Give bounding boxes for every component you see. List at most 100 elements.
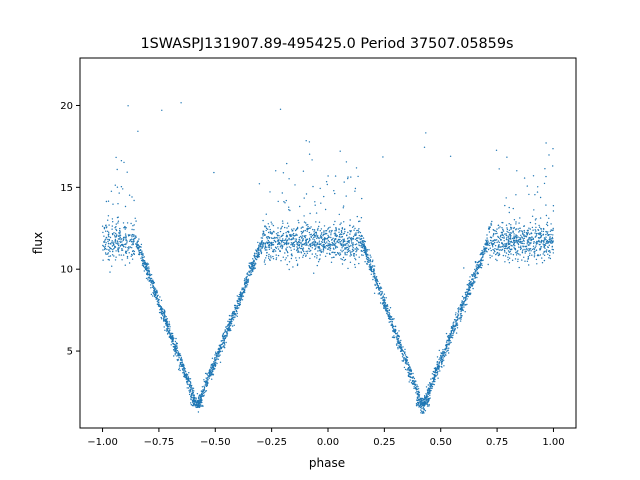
data-point (387, 305, 389, 307)
data-point (333, 223, 335, 226)
data-point (470, 282, 472, 284)
data-point (480, 258, 482, 261)
data-point (288, 209, 290, 211)
data-point (334, 175, 337, 177)
data-point (226, 335, 228, 337)
data-point (543, 243, 545, 246)
data-point (545, 142, 547, 144)
data-point (320, 251, 322, 254)
data-point (367, 256, 369, 259)
data-point (272, 230, 275, 233)
data-point (109, 255, 112, 257)
data-point (121, 248, 123, 250)
data-point (305, 239, 308, 241)
data-point (130, 255, 132, 257)
data-point (283, 239, 285, 242)
data-point (149, 274, 151, 276)
data-point (260, 250, 262, 252)
data-point (108, 224, 110, 226)
data-point (399, 343, 401, 346)
data-point (194, 402, 196, 404)
data-point (517, 240, 520, 242)
data-point (239, 291, 242, 294)
data-point (314, 236, 316, 238)
data-point (284, 202, 286, 204)
data-point (398, 347, 401, 349)
data-point (537, 237, 540, 239)
data-point (111, 245, 114, 247)
data-point (425, 386, 428, 388)
data-point (518, 231, 520, 233)
data-point (450, 341, 452, 344)
data-point (323, 245, 325, 247)
data-point (254, 252, 256, 255)
data-point (123, 246, 125, 248)
data-point (148, 266, 150, 268)
data-point (440, 365, 442, 368)
data-point (115, 226, 117, 228)
data-point (361, 243, 363, 245)
data-point (460, 316, 462, 319)
data-point (187, 381, 189, 383)
data-point (384, 302, 387, 304)
data-point (189, 378, 192, 380)
data-point (549, 230, 552, 232)
data-point (325, 238, 327, 240)
data-point (200, 397, 202, 400)
data-point (257, 241, 259, 244)
data-point (140, 243, 143, 246)
data-point (502, 229, 504, 231)
data-point (549, 242, 552, 244)
data-point (420, 402, 423, 404)
data-point (114, 234, 116, 236)
data-point (304, 229, 306, 232)
data-point (452, 328, 454, 330)
data-point (394, 330, 396, 332)
data-point (184, 368, 186, 370)
data-point (109, 236, 112, 239)
data-point (438, 362, 440, 365)
data-point (335, 245, 337, 248)
data-point (109, 250, 111, 253)
data-point (342, 245, 345, 247)
data-point (540, 232, 542, 235)
data-point (489, 247, 491, 249)
data-point (487, 248, 490, 251)
data-point (403, 358, 405, 360)
data-point (539, 236, 541, 239)
data-point (434, 380, 436, 383)
data-point (309, 212, 311, 215)
data-point (341, 247, 343, 249)
data-point (184, 376, 186, 378)
data-point (415, 388, 418, 391)
data-point (434, 378, 436, 381)
data-point (171, 341, 173, 343)
data-point (483, 246, 485, 248)
data-point (378, 282, 381, 285)
data-point (471, 275, 474, 277)
data-point (329, 253, 331, 255)
data-point (106, 230, 109, 232)
data-point (545, 242, 548, 244)
data-point (110, 242, 112, 245)
data-point (368, 264, 371, 266)
data-point (329, 230, 331, 232)
data-point (197, 402, 199, 404)
data-point (153, 295, 156, 298)
data-point (105, 227, 108, 229)
data-point (118, 247, 121, 249)
data-point (290, 249, 292, 251)
data-point (113, 232, 115, 234)
data-point (211, 367, 214, 369)
data-point (293, 228, 295, 230)
data-point (486, 241, 488, 243)
data-point (413, 381, 416, 383)
data-point (312, 233, 315, 236)
data-point (513, 235, 515, 237)
data-point (399, 341, 401, 344)
data-point (529, 252, 531, 254)
data-point (524, 245, 526, 248)
data-point (200, 394, 202, 396)
data-point (238, 304, 241, 307)
data-point (548, 254, 551, 257)
